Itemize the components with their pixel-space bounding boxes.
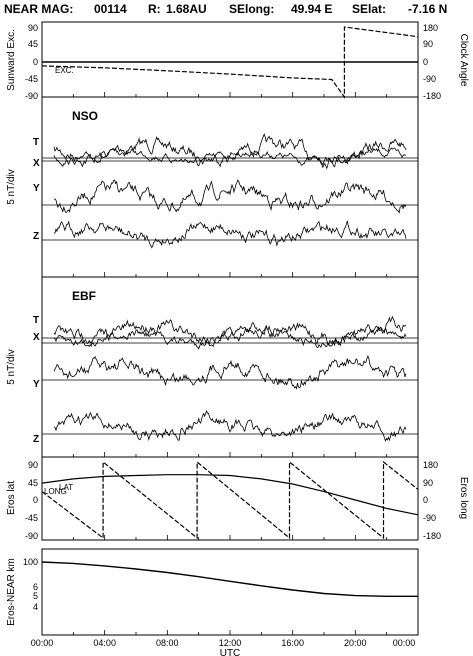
p4-ylabel: Eros lat [6,481,17,515]
nso-title: NSO [72,109,98,123]
nso-trace-3 [53,220,407,249]
p1-ylabel2: Clock Angle [458,34,469,87]
p1-ytick-90: 90 [28,23,38,33]
nso-trace-1 [53,144,407,167]
p4-ylabel2: Eros long [458,477,469,519]
header-selat-value: -7.16 N [408,2,447,16]
xtick-3: 12:00 [219,638,242,648]
p4-ytick-m45: -45 [25,513,38,523]
xtick-4: 16:00 [281,638,304,648]
p5-ytick-4: 4 [33,602,38,612]
p4-ytick2-0: 0 [423,495,428,505]
header-r-value: 1.68AU [166,2,207,16]
ebf-trace-0 [53,315,407,348]
ebf-trace-1 [53,325,407,350]
p4-ytick-m90: -90 [25,531,38,541]
p4-ytick-45: 45 [28,478,38,488]
xaxis-label: UTC [220,648,241,656]
header-day: 00114 [94,2,127,16]
nso-trace-0 [53,133,407,170]
header-selat-label: SElat: [352,2,386,16]
p1-ytick2-0: 0 [423,57,428,67]
p1-ytick2-180: 180 [423,23,438,33]
p1-ytick-m45: -45 [25,74,38,84]
ebf-ylabel: 5 nT/div [6,349,17,385]
p1-ytick-m90: -90 [25,91,38,101]
p1-ytick-0: 0 [33,57,38,67]
p5-series-group [41,561,418,597]
xtick-1: 04:00 [93,638,116,648]
xtick-5: 20:00 [344,638,367,648]
p4-ytick-90: 90 [28,460,38,470]
panel-ebf-frame [41,276,419,458]
nso-label-z: Z [33,231,39,242]
header-selong-label: SElong: [229,2,274,16]
nso-label-t: T [33,137,39,148]
ebf-label-z: Z [33,434,39,445]
p4-series-1 [41,460,419,540]
p4-series-0 [41,474,419,516]
p4-ytick-0: 0 [33,495,38,505]
p4-annotation-long: LONG [44,487,67,496]
p1-ytick2-m180: -180 [423,91,441,101]
header-mission: NEAR MAG: [4,2,73,16]
p4-annotation-lat: LAT [59,483,73,492]
p1-series-group [41,26,419,99]
panel-1-frame [41,21,419,98]
p5-series-0 [41,561,418,597]
ebf-trace-2 [53,355,407,390]
p5-ytick-100: 100 [23,557,38,567]
p4-ytick2-m180: -180 [423,531,441,541]
ebf-label-y: Y [33,379,40,390]
p5-ytick-5: 5 [33,591,38,601]
nso-label-x: X [33,158,40,169]
p4-series-group [41,460,419,540]
xtick-0: 00:00 [31,638,54,648]
ebf-trace-3 [53,409,407,443]
nso-trace-2 [53,179,407,214]
p5-ylabel: Eros-NEAR km [6,558,17,626]
header-selong-value: 49.94 E [291,2,332,16]
p1-ytick2-m90: -90 [423,74,436,84]
panel-distance-frame [41,548,419,636]
nso-ylabel: 5 nT/div [6,169,17,205]
p4-ytick2-m90: -90 [423,513,436,523]
p1-ytick-45: 45 [28,39,38,49]
nso-traces-group [42,133,418,249]
p5-ytick-6: 6 [33,582,38,592]
p1-ylabel: Sunward Exc. [6,29,17,91]
panel-eros-frame [41,456,419,541]
ebf-label-x: X [33,332,40,343]
xtick-6: 00:00 [393,638,416,648]
header-r-label: R: [148,2,161,16]
p4-ytick2-90: 90 [423,478,433,488]
p1-annotation-exc: EXC. [55,66,74,75]
p1-ytick2-90: 90 [423,39,433,49]
ebf-title: EBF [72,289,96,303]
p4-ytick2-180: 180 [423,460,438,470]
nso-label-y: Y [33,183,40,194]
ebf-label-t: T [33,315,39,326]
ebf-traces-group [42,315,418,443]
xtick-2: 08:00 [156,638,179,648]
p1-series-1 [41,26,419,99]
